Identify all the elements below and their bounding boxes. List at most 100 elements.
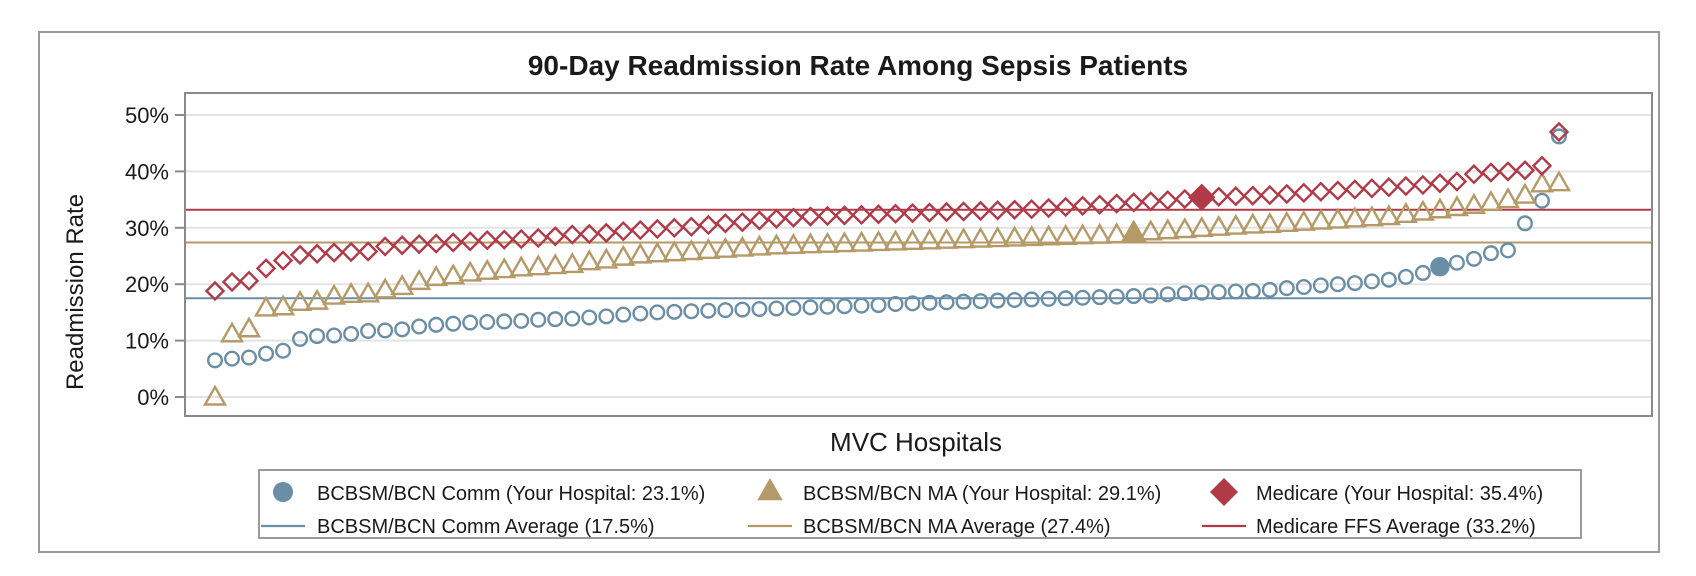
circle-point	[206, 352, 223, 369]
diamond-point	[681, 216, 702, 237]
diamond-point	[885, 203, 906, 224]
circle-point	[1295, 279, 1312, 296]
diamond-point	[1038, 197, 1059, 219]
triangle-point	[543, 253, 568, 275]
circle-point	[343, 325, 360, 342]
circle-point	[1550, 128, 1567, 145]
diamond-point	[238, 270, 260, 292]
triangle-point	[424, 265, 449, 287]
triangle-point	[832, 231, 857, 253]
diamond-point	[340, 241, 362, 263]
triangle-point	[1291, 209, 1316, 231]
circle-point	[972, 293, 989, 310]
diamond-point	[953, 201, 974, 222]
circle-point	[496, 313, 513, 330]
diamond-point	[1531, 155, 1553, 176]
triangle-point	[1240, 212, 1265, 234]
diamond-point	[511, 228, 532, 250]
triangle-point	[1172, 217, 1197, 239]
triangle-point	[849, 230, 874, 252]
triangle-point	[475, 258, 500, 280]
triangle-point	[951, 227, 976, 249]
plot-area-border	[184, 92, 1653, 417]
triangle-point	[934, 227, 959, 249]
diamond-point	[374, 236, 396, 257]
diamond-point	[1123, 192, 1144, 213]
circle-point	[1482, 245, 1499, 262]
y-axis-ticks: 50% 40% 30% 20% 10% 0%	[125, 103, 185, 410]
triangle-point	[1223, 213, 1248, 235]
triangle-point	[815, 231, 840, 253]
circle-point	[1176, 285, 1193, 302]
diamond-point	[596, 222, 617, 244]
triangle-point	[628, 242, 653, 264]
circle-point	[1210, 284, 1227, 301]
circle-point	[377, 322, 394, 339]
triangle-point	[1427, 197, 1452, 219]
circle-point	[598, 308, 615, 325]
diamond-point	[323, 242, 345, 263]
triangle-point	[219, 321, 245, 343]
circle-point	[1193, 284, 1210, 301]
circle-point	[1244, 282, 1261, 299]
circle-point	[938, 294, 955, 311]
diamond-point	[528, 227, 549, 249]
circle-point	[836, 298, 853, 315]
circle-point	[445, 315, 462, 332]
triangle-point	[1308, 208, 1333, 230]
diamond-point	[1514, 160, 1536, 181]
diamond-point	[494, 229, 515, 250]
circle-point	[1159, 286, 1176, 303]
diamond-point	[1157, 189, 1178, 211]
diamond-point	[204, 280, 226, 302]
triangle-point	[1410, 199, 1435, 221]
diamond-point	[1327, 180, 1349, 201]
triangle-point	[1257, 211, 1282, 234]
triangle-point	[1478, 190, 1504, 212]
triangle-point	[764, 233, 789, 255]
y-tick-label: 0%	[137, 385, 169, 410]
circle-point	[802, 299, 819, 316]
diamond-point	[1293, 182, 1315, 204]
grid-lines	[185, 114, 1652, 398]
circle-point	[955, 293, 972, 310]
diamond-point	[442, 232, 464, 253]
legend-box	[258, 469, 1582, 539]
triangle-point	[900, 228, 925, 251]
diamond-point	[1004, 199, 1025, 220]
diamond-point	[1021, 198, 1042, 220]
diamond-point	[1089, 194, 1110, 215]
diamond-point	[1395, 175, 1417, 197]
circle-point	[275, 342, 292, 359]
triangle-point	[202, 384, 228, 406]
circle-point-your-hospital	[1430, 257, 1450, 277]
legend-series-label: BCBSM/BCN MA (Your Hospital: 29.1%)	[803, 483, 1161, 505]
diamond-point	[647, 218, 668, 240]
diamond-point	[817, 205, 838, 227]
circle-point	[1227, 283, 1244, 300]
circle-point	[1125, 288, 1142, 305]
diamond-point	[664, 217, 685, 238]
circle-point	[1346, 275, 1363, 292]
diamond-point	[987, 200, 1008, 221]
circle-point	[1261, 281, 1278, 298]
triangle-point	[713, 236, 738, 258]
diamond-point	[408, 233, 430, 255]
triangle-point	[1376, 204, 1401, 226]
circle-point	[1533, 192, 1550, 209]
legend-average-label: BCBSM/BCN MA Average (27.4%)	[803, 516, 1111, 538]
y-axis-label: Readmission Rate	[62, 194, 89, 390]
diamond-point	[1072, 195, 1093, 217]
triangle-point	[1512, 182, 1538, 204]
triangle-point	[407, 268, 432, 291]
legend: BCBSM/BCN Comm (Your Hospital: 23.1%) BCB…	[261, 477, 1543, 538]
circle-point	[1380, 271, 1397, 288]
circle-point	[1057, 290, 1074, 307]
triangle-point	[322, 283, 347, 305]
y-tick-label: 50%	[125, 103, 169, 128]
triangle-point	[747, 234, 772, 256]
triangle-point	[356, 281, 381, 303]
y-tick-label: 40%	[125, 159, 169, 184]
circle-point	[292, 330, 309, 347]
diamond-point	[715, 213, 736, 234]
